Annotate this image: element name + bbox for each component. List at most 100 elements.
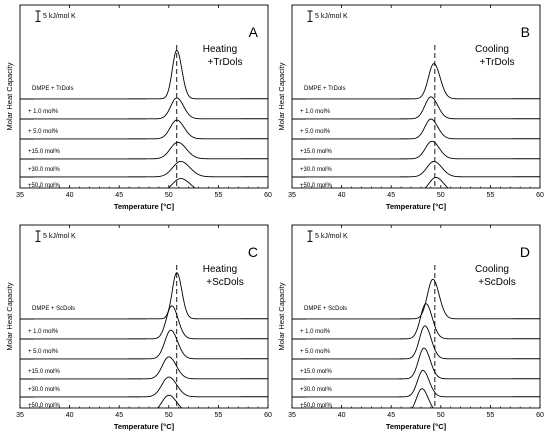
x-tick-label: 40 xyxy=(66,192,74,199)
series-label: DMPE + ScDols xyxy=(32,306,75,312)
y-axis-title: Molar Heat Capacity xyxy=(5,62,14,130)
series-curve xyxy=(20,272,268,320)
series-label: + 5.0 mol% xyxy=(300,129,331,135)
series-label: +50.0 mol% xyxy=(28,183,61,189)
y-axis-title: Molar Heat Capacity xyxy=(5,282,14,350)
panel-condition: Cooling xyxy=(475,264,509,275)
x-tick-label: 55 xyxy=(487,412,495,419)
x-axis-title: Temperature [°C] xyxy=(386,422,447,431)
x-tick-label: 55 xyxy=(487,192,495,199)
panel-condition: Heating xyxy=(203,44,237,55)
x-tick-label: 45 xyxy=(387,192,395,199)
x-tick-label: 60 xyxy=(264,192,272,199)
series-label: +30.0 mol% xyxy=(300,167,333,173)
x-axis-title: Temperature [°C] xyxy=(386,202,447,211)
series-label: +15.0 mol% xyxy=(28,149,61,155)
plot-frame xyxy=(291,224,541,409)
series-label: + 5.0 mol% xyxy=(28,349,59,355)
panel-condition: Heating xyxy=(203,264,237,275)
panel-d: 35 40 45 50 55 60 Temperature [°C] Molar Heat C… xyxy=(277,224,544,431)
x-tick-label: 45 xyxy=(115,412,123,419)
series-curve xyxy=(292,118,540,140)
curves xyxy=(20,49,268,188)
scale-bar-label: 5 kJ/mol K xyxy=(43,13,76,20)
series-curve xyxy=(292,370,540,398)
x-tick-label: 35 xyxy=(288,192,296,199)
series-curve xyxy=(292,96,540,120)
series-label: +50.0 mol% xyxy=(300,183,333,189)
series-curve xyxy=(20,49,268,100)
plot-frame xyxy=(19,224,269,409)
x-tick-label: 50 xyxy=(165,412,173,419)
x-tick-label: 45 xyxy=(387,412,395,419)
series-curve xyxy=(292,160,540,178)
series-label: + 1.0 mol% xyxy=(28,329,59,335)
panel-condition: Cooling xyxy=(475,44,509,55)
series-label: +15.0 mol% xyxy=(300,149,333,155)
curves xyxy=(292,278,540,408)
scale-bar-label: 5 kJ/mol K xyxy=(43,233,76,240)
panel-additive: +ScDols xyxy=(206,277,244,288)
series-label: DMPE + TrDols xyxy=(32,86,74,92)
series-curve xyxy=(20,305,268,340)
x-tick-label: 55 xyxy=(215,412,223,419)
panel-additive: +TrDols xyxy=(208,57,243,68)
series-label: +15.0 mol% xyxy=(300,369,333,375)
series-curve xyxy=(20,141,268,160)
series-curve xyxy=(292,278,540,320)
panel-additive: +ScDols xyxy=(478,277,516,288)
x-axis-title: Temperature [°C] xyxy=(114,202,175,211)
panel-letter: B xyxy=(521,24,530,40)
x-tick-label: 50 xyxy=(437,412,445,419)
series-label: +30.0 mol% xyxy=(28,167,61,173)
panel-letter: C xyxy=(248,244,258,260)
x-axis-title: Temperature [°C] xyxy=(114,422,175,431)
panel-a: 35 40 45 50 55 60 Temperature [°C] Molar Heat C… xyxy=(5,4,272,211)
x-tick-label: 35 xyxy=(16,192,24,199)
y-axis-title: Molar Heat Capacity xyxy=(277,62,286,130)
series-label: + 1.0 mol% xyxy=(28,109,59,115)
series-label: +50.0 mol% xyxy=(300,403,333,409)
x-tick-label: 60 xyxy=(536,192,544,199)
x-tick-label: 60 xyxy=(536,412,544,419)
series-curve xyxy=(20,97,268,120)
x-tick-label: 50 xyxy=(165,192,173,199)
plot-frame xyxy=(291,4,541,189)
series-label: + 1.0 mol% xyxy=(300,329,331,335)
panel-c: 35 40 45 50 55 60 Temperature [°C] Molar Heat C… xyxy=(5,224,272,431)
curves xyxy=(292,63,540,188)
series-label: + 5.0 mol% xyxy=(28,129,59,135)
panel-letter: A xyxy=(249,24,259,40)
x-tick-label: 55 xyxy=(215,192,223,199)
series-label: +50.0 mol% xyxy=(28,403,61,409)
series-label: +30.0 mol% xyxy=(300,387,333,393)
panel-b: 35 40 45 50 55 60 Temperature [°C] Molar Heat C… xyxy=(277,4,544,211)
x-tick-label: 50 xyxy=(437,192,445,199)
series-curve xyxy=(20,356,268,380)
series-label: + 5.0 mol% xyxy=(300,349,331,355)
x-tick-label: 40 xyxy=(66,412,74,419)
panel-letter: D xyxy=(520,244,530,260)
series-label: DMPE + TrDols xyxy=(304,86,346,92)
series-label: DMPE + ScDols xyxy=(304,306,347,312)
x-tick-label: 40 xyxy=(338,412,346,419)
series-curve xyxy=(292,347,540,380)
scale-bar-label: 5 kJ/mol K xyxy=(315,233,348,240)
x-tick-label: 60 xyxy=(264,412,272,419)
series-curve xyxy=(292,303,540,340)
x-tick-label: 35 xyxy=(288,412,296,419)
series-label: +30.0 mol% xyxy=(28,387,61,393)
curves xyxy=(20,272,268,408)
series-curve xyxy=(292,63,540,100)
y-axis-title: Molar Heat Capacity xyxy=(277,282,286,350)
series-curve xyxy=(411,388,434,408)
x-tick-label: 35 xyxy=(16,412,24,419)
series-label: +15.0 mol% xyxy=(28,369,61,375)
plot-frame xyxy=(19,4,269,189)
series-curve xyxy=(292,325,540,360)
series-label: + 1.0 mol% xyxy=(300,109,331,115)
series-curve xyxy=(292,140,540,160)
x-tick-label: 45 xyxy=(115,192,123,199)
series-curve xyxy=(20,329,268,360)
